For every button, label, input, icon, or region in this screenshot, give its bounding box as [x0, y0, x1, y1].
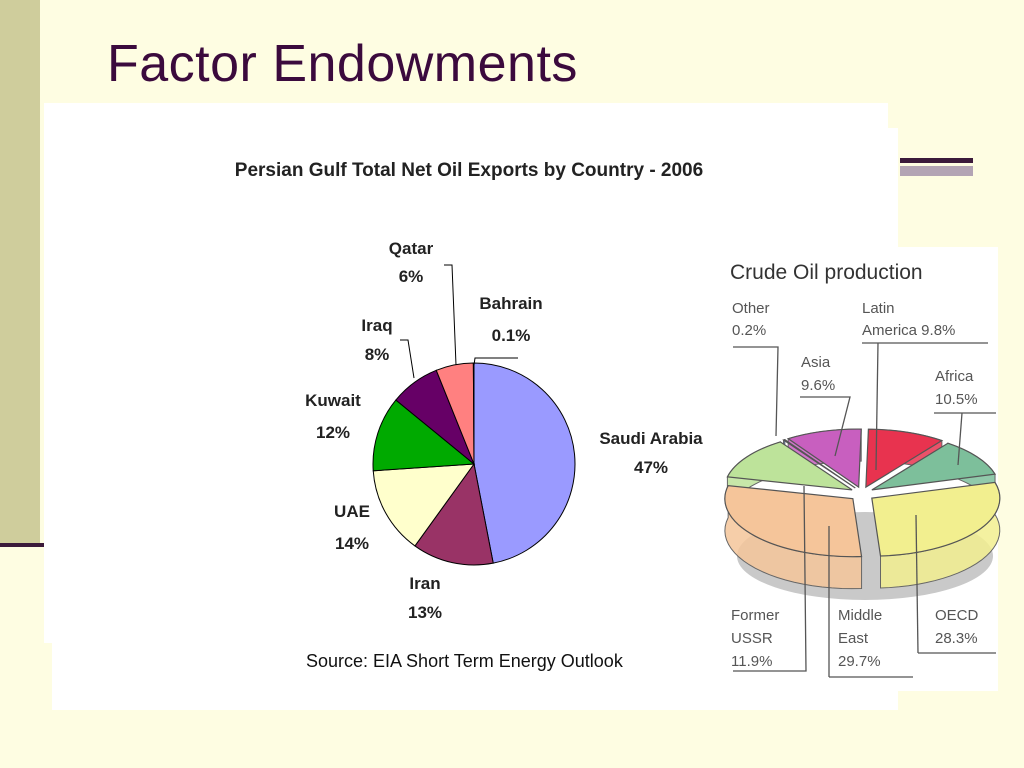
label-qatar-name: Qatar: [389, 239, 434, 258]
leader-line-iraq: [400, 339, 415, 379]
leader-asia: [800, 396, 851, 457]
label-oecd-value: 28.3%: [935, 630, 978, 647]
label-africa-name: Africa: [935, 368, 974, 385]
label-uae-name: UAE: [334, 502, 370, 521]
leader-ussr: [733, 485, 807, 672]
label-iran-value: 13%: [408, 603, 442, 622]
slice-saudi-arabia: [473, 362, 576, 564]
label-africa-value: 10.5%: [935, 391, 978, 408]
label-kuwait-name: Kuwait: [305, 391, 361, 410]
slice-africa: [871, 442, 997, 491]
label-ussr-name-1: Former: [731, 607, 779, 624]
leader-latin-drop: [875, 342, 879, 471]
label-ussr-name-2: USSR: [731, 630, 773, 647]
left-decor-band: [0, 0, 40, 545]
label-qatar-value: 6%: [399, 267, 424, 286]
slice-latin-america: [865, 428, 944, 489]
slice-oecd: [871, 481, 1001, 557]
left-decor-rule: [0, 543, 60, 547]
label-saudi-value: 47%: [634, 458, 668, 477]
leader-other: [733, 346, 779, 437]
label-asia-name: Asia: [801, 354, 831, 371]
page-title: Factor Endowments: [107, 35, 578, 93]
label-other-name: Other: [732, 300, 770, 317]
label-latin-value: America 9.8%: [862, 322, 955, 339]
label-iraq-name: Iraq: [361, 316, 392, 335]
label-latin-name: Latin: [862, 300, 895, 317]
label-middle-name-2: East: [838, 630, 869, 647]
slice-uae: [372, 463, 476, 547]
label-middle-name-1: Middle: [838, 607, 882, 624]
slice-other: [782, 438, 856, 489]
label-other-value: 0.2%: [732, 322, 766, 339]
label-middle-value: 29.7%: [838, 653, 881, 670]
chart1-title: Persian Gulf Total Net Oil Exports by Co…: [235, 160, 703, 181]
slice-former-ussr: [726, 441, 853, 491]
label-asia-value: 9.6%: [801, 377, 835, 394]
chart1-source: Source: EIA Short Term Energy Outlook: [306, 651, 624, 671]
slice-middle-east: [724, 484, 863, 558]
leader-line-bahrain: [473, 357, 518, 366]
label-kuwait-value: 12%: [316, 423, 350, 442]
right-decor-rule: [900, 158, 973, 176]
label-iraq-value: 8%: [365, 345, 390, 364]
label-bahrain-name: Bahrain: [479, 294, 542, 313]
chart2-title: Crude Oil production: [730, 261, 923, 284]
label-iran-name: Iran: [409, 574, 440, 593]
label-ussr-value: 11.9%: [731, 653, 772, 670]
leader-line-qatar: [444, 264, 457, 366]
leader-oecd-drop: [915, 514, 919, 654]
label-bahrain-value: 0.1%: [492, 326, 531, 345]
label-saudi-name: Saudi Arabia: [599, 429, 703, 448]
slice-kuwait: [372, 399, 476, 472]
leader-africa-drop: [957, 412, 963, 466]
slice-asia: [786, 428, 862, 489]
label-uae-value: 14%: [335, 534, 369, 553]
label-oecd-name: OECD: [935, 607, 979, 624]
slice-iran: [414, 462, 494, 566]
